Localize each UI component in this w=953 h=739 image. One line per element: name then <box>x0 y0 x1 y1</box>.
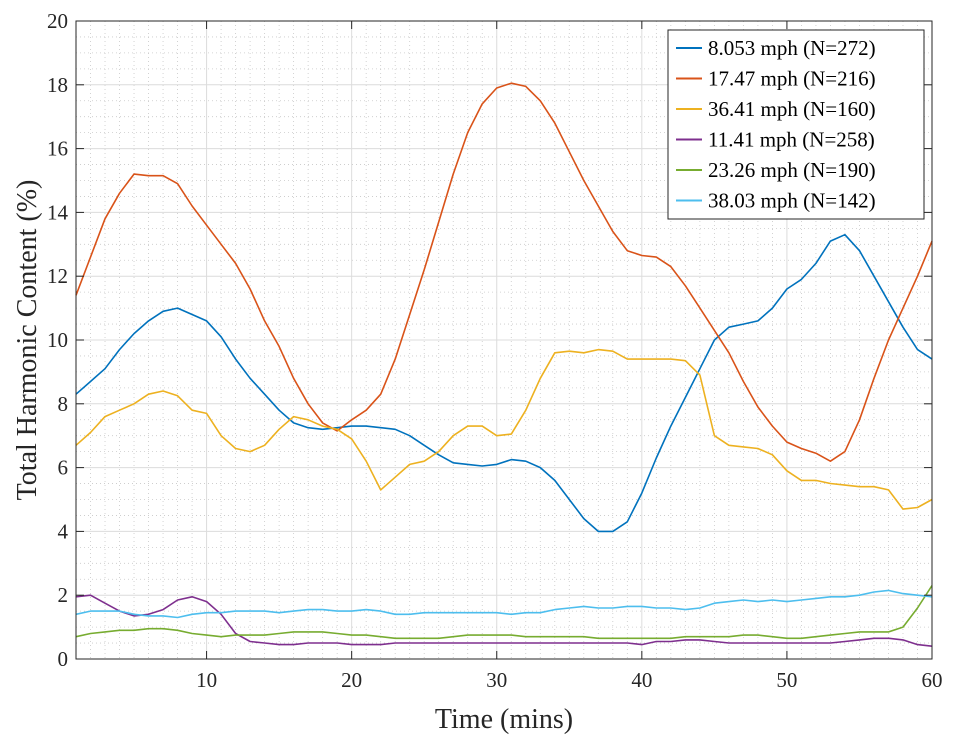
series-line-2 <box>75 82 933 462</box>
series-line-3 <box>75 348 933 510</box>
x-tick-label: 60 <box>922 668 943 692</box>
y-tick-label: 6 <box>58 456 69 480</box>
y-tick-label: 10 <box>47 328 68 352</box>
y-tick-label: 20 <box>47 9 68 33</box>
x-tick-label: 30 <box>486 668 507 692</box>
legend-box <box>667 29 925 220</box>
legend-label: 8.053 mph (N=272) <box>708 36 876 60</box>
series-line-6 <box>75 589 933 619</box>
legend-label: 17.47 mph (N=216) <box>708 67 876 91</box>
series-lines <box>75 82 933 647</box>
y-tick-label: 8 <box>58 392 69 416</box>
y-tick-label: 4 <box>58 519 69 543</box>
x-axis-title: Time (mins) <box>435 704 573 735</box>
y-tick-label: 14 <box>47 200 69 224</box>
series-line-1 <box>75 233 933 533</box>
legend-label: 36.41 mph (N=160) <box>708 97 876 121</box>
series-line-5 <box>75 585 933 640</box>
legend: 8.053 mph (N=272) 17.47 mph (N=216) 36.41 … <box>667 29 925 220</box>
x-tick-label: 20 <box>341 668 362 692</box>
legend-label: 11.41 mph (N=258) <box>708 128 875 152</box>
y-tick-label: 12 <box>47 264 68 288</box>
legend-label: 23.26 mph (N=190) <box>708 158 876 182</box>
y-tick-label: 18 <box>47 73 68 97</box>
y-tick-label: 16 <box>47 137 68 161</box>
y-tick-label: 0 <box>58 647 69 671</box>
legend-label: 38.03 mph (N=142) <box>708 189 876 213</box>
y-tick-label: 2 <box>58 583 69 607</box>
x-tick-label: 10 <box>196 668 217 692</box>
axis-ticks: 10 20 30 40 50 60 0 2 4 6 8 10 12 14 16 18 20 <box>47 9 943 692</box>
x-tick-label: 50 <box>776 668 797 692</box>
x-tick-label: 40 <box>631 668 652 692</box>
y-axis-title: Total Harmonic Content (%) <box>12 180 43 501</box>
